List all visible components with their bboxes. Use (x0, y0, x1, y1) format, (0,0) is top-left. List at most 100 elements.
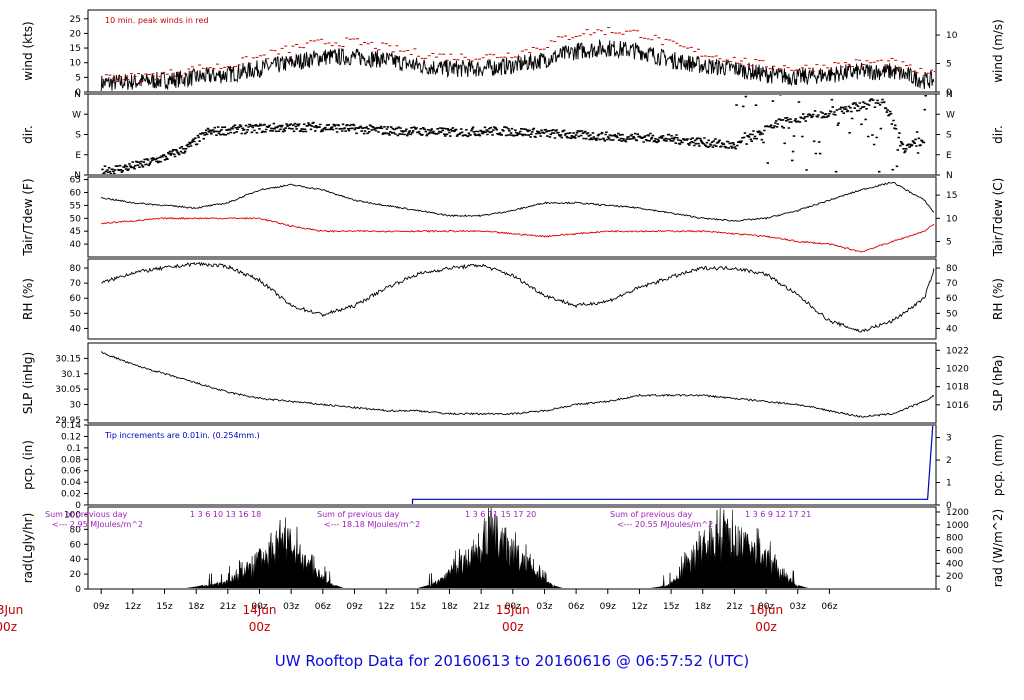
xtick-label: 03z (283, 602, 299, 612)
ytick-label-left: 0.14 (61, 421, 81, 431)
xtick-label: 12z (125, 602, 141, 612)
ylabel-right-slp: SLP (hPa) (991, 355, 1005, 411)
ytick-label-right: 0 (946, 501, 952, 511)
day-label-date: 14Jun (242, 603, 276, 617)
series-temp-1 (100, 216, 935, 253)
ytick-label-right: 1020 (946, 364, 969, 374)
ytick-label-left: 25 (70, 15, 81, 25)
ytick-label-left: 0 (75, 88, 81, 98)
ytick-label-right: 0 (946, 585, 952, 595)
ytick-label-left: 30.15 (55, 354, 81, 364)
ytick-label-right: 40 (946, 324, 958, 334)
xtick-label: 15z (663, 602, 679, 612)
rad-sum-label: Sum of previous day (317, 510, 399, 519)
rad-sum-value: <--- 20.55 MJoules/m^2 (617, 520, 713, 529)
day-label-date: 13Jun (0, 603, 23, 617)
ytick-label-right: 70 (946, 279, 958, 289)
panel-frame-temp (87, 176, 937, 258)
ytick-label-right: 800 (946, 534, 963, 544)
annotation-pcp: Tip increments are 0.01in. (0.254mm.) (104, 431, 260, 440)
ytick-label-right: N (946, 90, 953, 100)
panel-slp: 29.95 30 30.05 30.1 30.15 1016 1018 1020 1022 SLP… (21, 342, 1005, 426)
ylabel-left-pcp: pcp. (in) (21, 440, 35, 490)
ylabel-right-pcp: pcp. (mm) (991, 434, 1005, 496)
xtick-label: 21z (220, 602, 236, 612)
series-precip (411, 426, 934, 504)
series-slp-0 (100, 351, 935, 418)
ytick-label-right: 15 (946, 191, 957, 201)
day-label-time: 00z (502, 620, 524, 634)
rad-sum-value: <--- 2.95 MJoules/m^2 (52, 520, 143, 529)
ytick-label-right: E (946, 151, 952, 161)
day-label-time: 00z (249, 620, 271, 634)
ylabel-right-wind: wind (m/s) (991, 19, 1005, 83)
series-direction (101, 95, 927, 174)
ylabel-left-rad: rad(Lgly/hr) (21, 513, 35, 584)
ytick-label-left: N (74, 171, 81, 181)
xtick-label: 00z (251, 602, 267, 612)
xtick-label: 12z (631, 602, 647, 612)
plot-area-dir (101, 95, 927, 174)
panel-temp: 40 45 50 55 60 65 5 10 15 Tair/Tdew (F) Tair/Tdew … (21, 176, 1005, 258)
ylabel-right-rad: rad (W/m^2) (991, 509, 1005, 587)
xtick-label: 00z (758, 602, 774, 612)
ylabel-right-temp: Tair/Tdew (C) (991, 178, 1005, 258)
xtick-label: 06z (821, 602, 837, 612)
panel-rad: 020406080100020040060080010001200rad(Lgl… (21, 506, 1005, 595)
xtick-label: 03z (536, 602, 552, 612)
rad-sum-label: Sum of previous day (45, 510, 127, 519)
annotation-wind: 10 min. peak winds in red (105, 16, 209, 25)
ytick-label-left: 100 (64, 510, 81, 520)
ytick-label-left: 0.02 (61, 490, 81, 500)
ytick-label-left: W (72, 110, 81, 120)
xtick-label: 00z (505, 602, 521, 612)
ytick-label-left: N (74, 90, 81, 100)
ytick-label-left: 45 (70, 227, 81, 237)
ytick-label-right: 50 (946, 309, 958, 319)
rad-hour-marks: 1 3 6 9 12 17 21 (745, 510, 811, 519)
ytick-label-left: 65 (70, 176, 81, 186)
ytick-label-right: 1016 (946, 401, 969, 411)
day-label-date: 16Jun (749, 603, 783, 617)
ytick-label-left: 0.08 (61, 455, 81, 465)
ytick-label-left: 50 (70, 309, 82, 319)
ytick-label-left: 0.1 (67, 444, 81, 454)
ytick-label-left: 15 (70, 44, 81, 54)
ylabel-right-dir: dir. (991, 125, 1005, 144)
ytick-label-left: 20 (70, 29, 82, 39)
xtick-label: 18z (188, 602, 204, 612)
ytick-label-left: 50 (70, 214, 82, 224)
ytick-label-right: 0 (946, 88, 952, 98)
xtick-label: 21z (726, 602, 742, 612)
xtick-label: 12z (378, 602, 394, 612)
ytick-label-left: 40 (70, 324, 82, 334)
panel-frame-pcp (87, 424, 937, 506)
ytick-label-left: 60 (70, 294, 82, 304)
ytick-label-right: 2 (946, 456, 952, 466)
ytick-label-left: 0 (75, 585, 81, 595)
xtick-label: 18z (441, 602, 457, 612)
ytick-label-left: 0 (75, 501, 81, 511)
plot-area-wind (100, 27, 935, 91)
ytick-label-right: 1200 (946, 508, 969, 518)
ytick-label-left: 10 (70, 59, 82, 69)
ytick-label-left: 30.1 (61, 370, 81, 380)
series-wind-peak (101, 27, 935, 82)
series-temp-0 (100, 181, 935, 222)
series-rh-0 (101, 261, 935, 333)
plot-area-rh (101, 261, 935, 333)
ytick-label-right: 1 (946, 479, 952, 489)
panel-frame-rh (87, 258, 937, 340)
series-radiation (185, 508, 809, 588)
ytick-label-right: 400 (946, 559, 963, 569)
xtick-label: 09z (93, 602, 109, 612)
ytick-label-right: 1022 (946, 346, 969, 356)
x-axis: 09z 12z 15z 18z 21z 00z 03z 06z 09z 12z 15z 18z 21z 0… (0, 589, 838, 634)
xtick-label: 15z (156, 602, 172, 612)
xtick-label: 21z (473, 602, 489, 612)
ytick-label-right: 5 (946, 238, 952, 248)
xtick-label: 18z (695, 602, 711, 612)
